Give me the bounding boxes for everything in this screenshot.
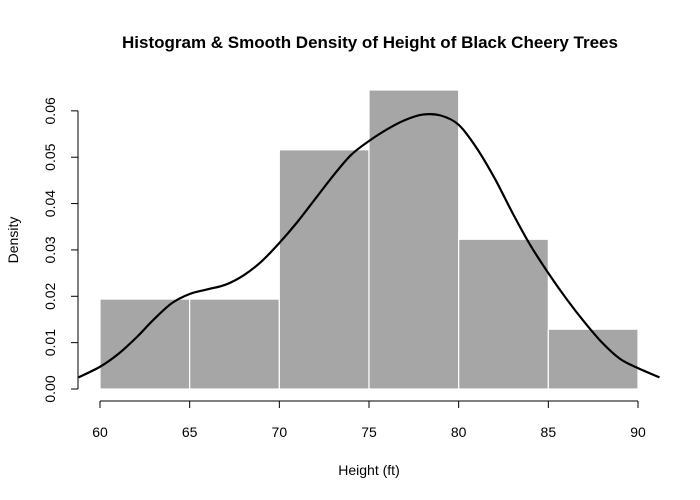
histogram-bar-1 xyxy=(189,298,280,390)
histogram-bars xyxy=(99,89,639,390)
x-axis-label: Height (ft) xyxy=(338,462,399,478)
y-axis: 0.00 0.01 0.02 0.03 0.04 0.05 0.06 xyxy=(42,97,79,403)
y-tick-label-1: 0.01 xyxy=(42,329,58,356)
density-curve xyxy=(77,112,660,379)
y-tick-label-6: 0.06 xyxy=(42,97,58,124)
x-tick-label-5: 85 xyxy=(541,424,557,440)
x-tick-label-2: 70 xyxy=(272,424,288,440)
histogram-bar-2 xyxy=(278,149,370,390)
y-tick-label-5: 0.05 xyxy=(42,143,58,170)
y-tick-label-4: 0.04 xyxy=(42,190,58,217)
y-tick-label-3: 0.03 xyxy=(42,236,58,263)
histogram-bar-4 xyxy=(458,238,549,390)
y-tick-label-2: 0.02 xyxy=(42,282,58,309)
x-tick-label-3: 75 xyxy=(361,424,377,440)
chart-title: Histogram & Smooth Density of Height of … xyxy=(122,33,618,52)
x-tick-label-1: 65 xyxy=(182,424,198,440)
histogram-bar-0 xyxy=(99,298,191,390)
x-tick-label-6: 90 xyxy=(630,424,646,440)
histogram-bar-3 xyxy=(368,89,460,390)
histogram-bar-5 xyxy=(547,328,639,390)
x-tick-label-4: 80 xyxy=(451,424,467,440)
y-axis-label: Density xyxy=(5,217,21,264)
y-tick-label-0: 0.00 xyxy=(42,375,58,402)
x-axis: 60 65 70 75 80 85 90 xyxy=(92,400,646,440)
x-tick-label-0: 60 xyxy=(92,424,108,440)
